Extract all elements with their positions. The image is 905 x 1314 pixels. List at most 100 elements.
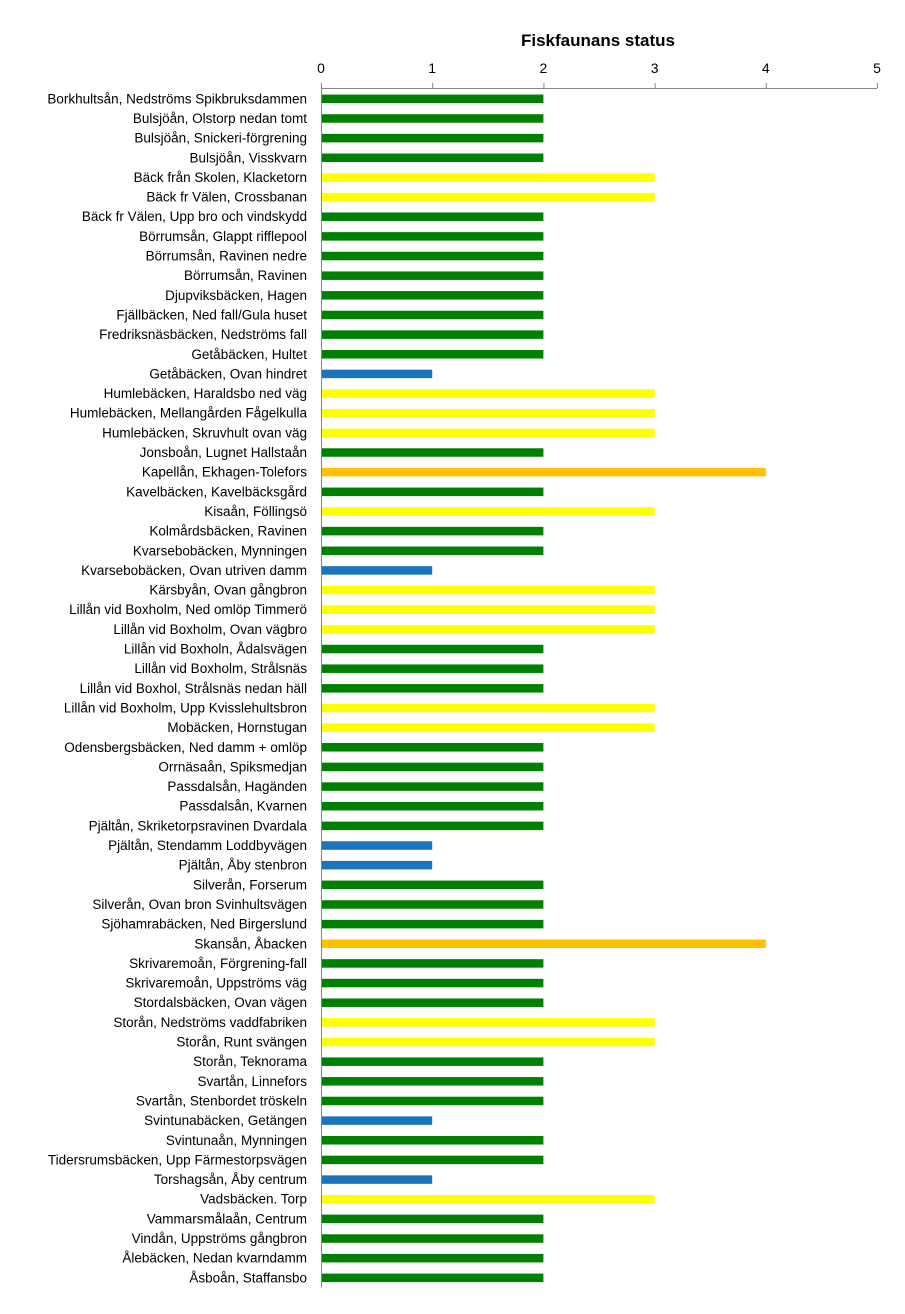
- bar: [322, 173, 655, 182]
- category-label: Getåbäcken, Ovan hindret: [149, 366, 307, 381]
- category-label: Bulsjöån, Visskvarn: [189, 150, 307, 165]
- bar: [322, 114, 544, 123]
- x-tick-label: 1: [428, 60, 436, 76]
- category-label: Svintunabäcken, Getängen: [144, 1113, 307, 1128]
- category-label: Lillån vid Boxholm, Ovan vägbro: [113, 622, 307, 637]
- category-label: Kärsbyån, Ovan gångbron: [149, 583, 307, 598]
- bar: [322, 1077, 544, 1086]
- category-label: Bäck fr Välen, Upp bro och vindskydd: [82, 209, 307, 224]
- category-label: Åsboån, Staffansbo: [189, 1270, 307, 1285]
- bar: [322, 1037, 655, 1047]
- x-tick-label: 4: [762, 60, 770, 76]
- bar: [322, 841, 433, 850]
- category-label: Jonsboån, Lugnet Hallstaån: [140, 445, 307, 460]
- category-label: Kapellån, Ekhagen-Tolefors: [142, 465, 307, 480]
- bar: [322, 1214, 544, 1224]
- x-axis-ticks: 0 1 2 3 4 5: [317, 60, 881, 88]
- category-label: Skrivaremoån, Uppströms väg: [125, 976, 307, 991]
- bar: [322, 664, 544, 673]
- category-label: Torshagsån, Åby centrum: [154, 1172, 307, 1187]
- x-tick-label: 3: [651, 60, 659, 76]
- bar: [322, 880, 544, 890]
- category-label: Kvarsebobäcken, Mynningen: [133, 543, 307, 558]
- bar: [322, 1175, 433, 1184]
- category-label: Lillån vid Boxholn, Ådalsvägen: [124, 642, 307, 657]
- category-label: Vindån, Uppströms gångbron: [132, 1231, 307, 1246]
- category-label: Börrumsån, Ravinen: [184, 268, 307, 283]
- bar: [322, 762, 544, 772]
- category-label: Storån, Teknorama: [193, 1054, 307, 1069]
- bar: [322, 801, 544, 811]
- category-label: Lillån vid Boxhol, Strålsnäs nedan häll: [80, 681, 307, 696]
- bar: [322, 94, 544, 104]
- bar: [322, 860, 433, 870]
- category-label: Storån, Nedströms vaddfabriken: [113, 1015, 307, 1030]
- bar: [322, 428, 655, 438]
- bar: [322, 251, 544, 261]
- category-label: Svintunaån, Mynningen: [166, 1133, 307, 1148]
- bar: [322, 330, 544, 339]
- category-label: Vadsbäcken. Torp: [200, 1192, 307, 1207]
- bar: [322, 192, 655, 202]
- bar: [322, 232, 544, 241]
- bar: [322, 644, 544, 654]
- bar: [322, 919, 544, 929]
- bar: [322, 585, 655, 595]
- bar: [322, 1018, 655, 1027]
- bar: [322, 605, 655, 614]
- category-label: Kvarsebobäcken, Ovan utriven damm: [81, 563, 307, 578]
- bar: [322, 369, 433, 379]
- bars: [322, 94, 766, 1283]
- category-label: Stordalsbäcken, Ovan vägen: [134, 995, 307, 1010]
- bar: [322, 703, 655, 713]
- bar: [322, 133, 544, 143]
- category-label: Sjöhamrabäcken, Ned Birgerslund: [101, 917, 307, 932]
- category-label: Pjältån, Skriketorpsravinen Dvardala: [89, 818, 308, 833]
- category-label: Bäck från Skolen, Klacketorn: [134, 170, 307, 185]
- category-label: Silverån, Ovan bron Svinhultsvägen: [92, 897, 307, 912]
- category-label: Silverån, Forserum: [193, 877, 307, 892]
- category-label: Humlebäcken, Skruvhult ovan väg: [102, 425, 307, 440]
- bar: [322, 350, 544, 359]
- bar: [322, 1057, 544, 1066]
- chart-title: Fiskfaunans status: [521, 31, 675, 50]
- bar: [322, 153, 544, 163]
- bar: [322, 743, 544, 752]
- category-label: Kavelbäcken, Kavelbäcksgård: [126, 484, 307, 499]
- category-label: Ålebäcken, Nedan kvarndamm: [122, 1251, 307, 1266]
- category-label: Humlebäcken, Haraldsbo ned väg: [104, 386, 307, 401]
- bar: [322, 782, 544, 791]
- category-label: Tidersrumsbäcken, Upp Färmestorpsvägen: [48, 1152, 307, 1167]
- category-label: Storån, Runt svängen: [176, 1035, 307, 1050]
- bar: [322, 271, 544, 280]
- category-label: Skrivaremoån, Förgrening-fall: [129, 956, 307, 971]
- bar: [322, 291, 544, 300]
- bar: [322, 448, 544, 457]
- x-tick-label: 5: [873, 60, 881, 76]
- bar: [322, 939, 766, 949]
- bar: [322, 526, 544, 536]
- bar: [322, 487, 544, 497]
- category-label: Kolmårdsbäcken, Ravinen: [149, 524, 307, 539]
- bar: [322, 408, 655, 418]
- category-label: Fjällbäcken, Ned fall/Gula huset: [116, 307, 307, 322]
- bar: [322, 507, 655, 516]
- bar: [322, 978, 544, 988]
- category-label: Lillån vid Boxholm, Upp Kvisslehultsbron: [64, 700, 307, 715]
- category-label: Svartån, Linnefors: [197, 1074, 307, 1089]
- bar: [322, 212, 544, 221]
- category-label: Djupviksbäcken, Hagen: [165, 288, 307, 303]
- bar: [322, 389, 655, 398]
- bar: [322, 1136, 544, 1145]
- category-label: Bäck fr Välen, Crossbanan: [146, 190, 307, 205]
- bar: [322, 998, 544, 1007]
- bar: [322, 1253, 544, 1263]
- bar: [322, 625, 655, 634]
- category-label: Passdalsån, Kvarnen: [179, 799, 307, 814]
- bar: [322, 1155, 544, 1165]
- category-label: Odensbergsbäcken, Ned damm + omlöp: [64, 740, 307, 755]
- bar: [322, 900, 544, 909]
- category-label: Vammarsmålaån, Centrum: [147, 1211, 307, 1226]
- category-label: Passdalsån, Hagänden: [167, 779, 307, 794]
